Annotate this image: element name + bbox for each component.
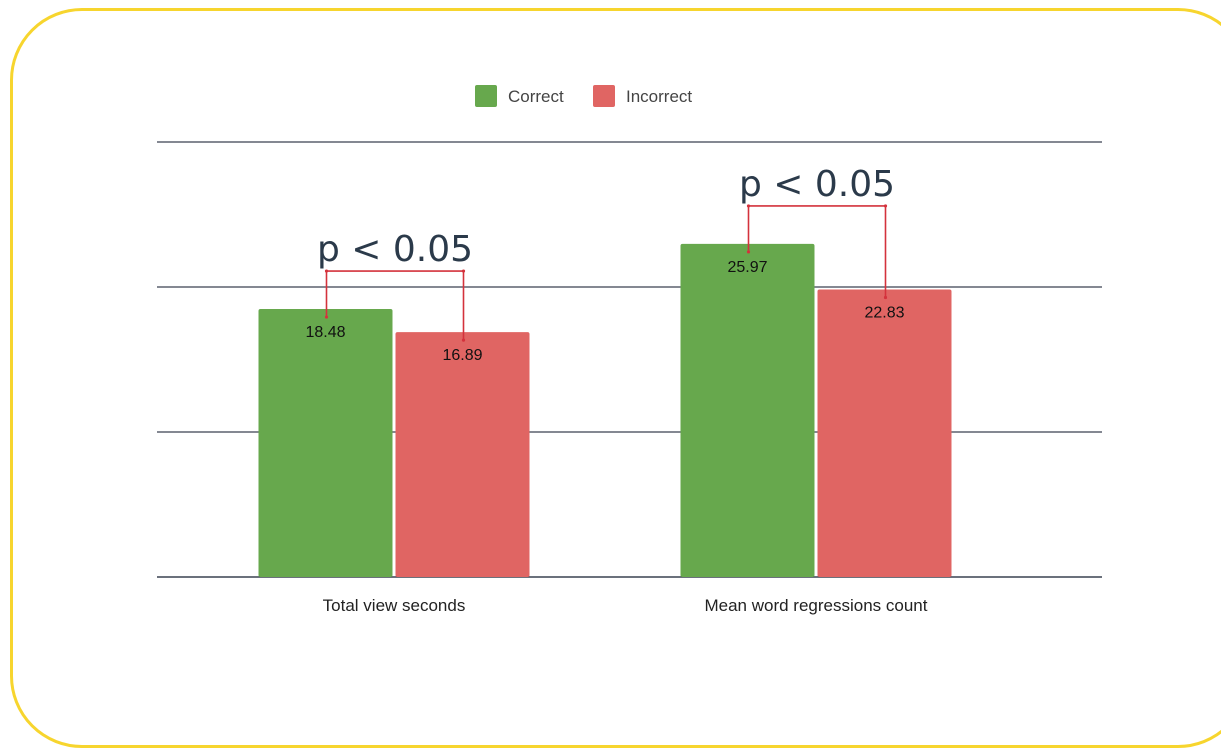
data-label-correct-1: 25.97: [727, 259, 767, 276]
significance-label-bg-1: [745, 165, 889, 204]
significance-bracket-0: [325, 270, 465, 341]
bar-correct-1: [680, 243, 815, 577]
bracket-marker-1-3: [883, 295, 888, 300]
bracket-marker-1-1: [746, 204, 751, 208]
x-axis-tick-labels: Total view seconds Mean word regressions …: [323, 596, 928, 615]
significance-annotations: p < 0.05 p < 0.05: [317, 164, 895, 342]
x-tick-label-1: Mean word regressions count: [704, 596, 927, 615]
bracket-marker-1-2: [883, 204, 888, 208]
data-label-incorrect-0: 16.89: [442, 347, 482, 364]
legend-label-correct: Correct: [508, 87, 564, 106]
significance-bracket-1: [747, 205, 887, 298]
significance-label-bg-0: [323, 231, 467, 270]
bracket-marker-0-2: [461, 269, 466, 273]
chart-legend: Correct Incorrect: [475, 85, 692, 107]
legend-swatch-incorrect: [593, 85, 615, 107]
x-tick-label-0: Total view seconds: [323, 596, 466, 615]
bars: [258, 243, 952, 577]
bar-correct-0: [258, 309, 393, 577]
data-label-correct-0: 18.48: [305, 324, 345, 341]
legend-swatch-correct: [475, 85, 497, 107]
bar-incorrect-0: [395, 332, 530, 577]
data-labels: 18.48 16.89 25.97 22.83: [305, 259, 904, 364]
legend-label-incorrect: Incorrect: [626, 87, 692, 106]
bar-incorrect-1: [817, 289, 952, 577]
significance-label-0: p < 0.05: [317, 229, 473, 270]
significance-label-1: p < 0.05: [739, 164, 895, 205]
bar-chart: Correct Incorrect 18.48 16.89 25.97 22.83 To…: [157, 85, 1102, 615]
bracket-marker-0-0: [324, 315, 329, 319]
data-label-incorrect-1: 22.83: [864, 304, 904, 321]
bracket-marker-1-0: [746, 250, 751, 254]
bracket-marker-0-3: [461, 338, 466, 342]
bracket-marker-0-1: [324, 269, 329, 273]
